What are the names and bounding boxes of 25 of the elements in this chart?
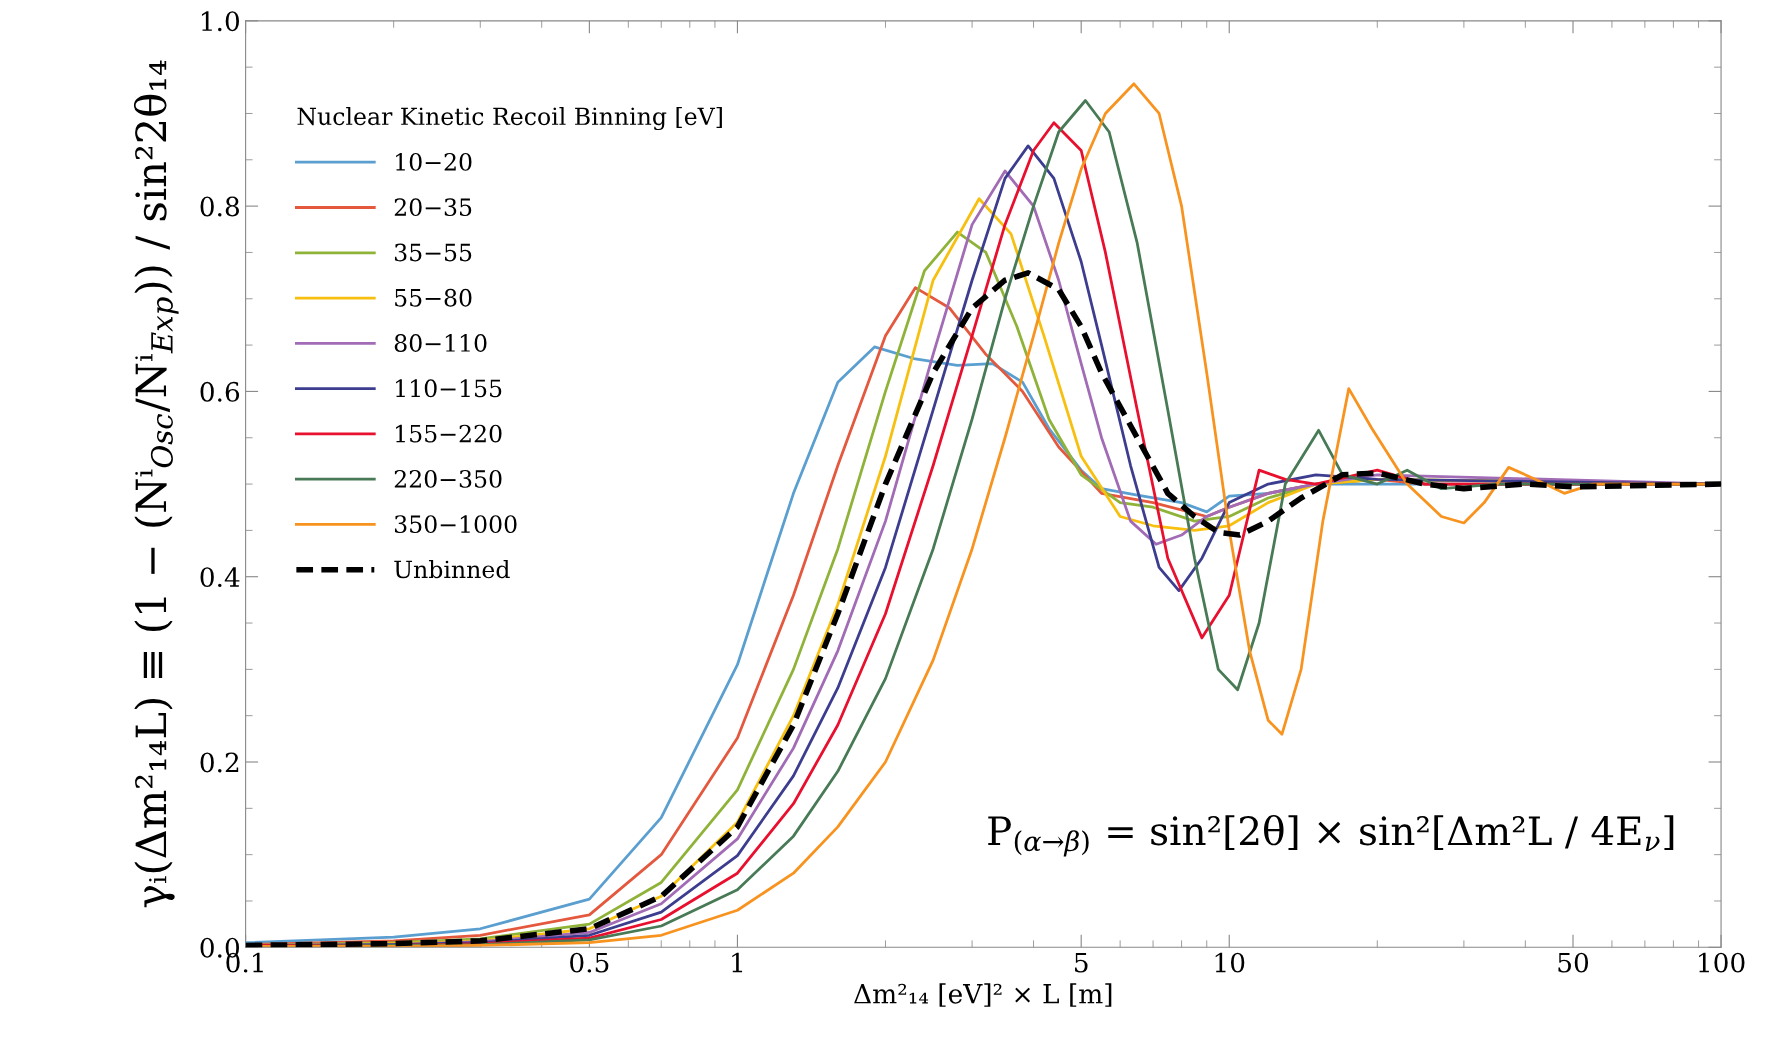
x-axis-title: Δm²₁₄ [eV]² × L [m] — [854, 983, 1112, 1007]
annotation: P$_{(α→β)}$ = sin²[2θ] × sin²[Δm²L / 4E$_{ν}$] — [988, 814, 1674, 857]
x-tick-label: 0.5 — [570, 952, 609, 973]
legend-label: 80−110 — [394, 334, 487, 352]
x-tick-label: 50 — [1558, 952, 1589, 973]
legend-label: Unbinned — [394, 560, 510, 579]
legend-label: 35−55 — [394, 243, 472, 262]
legend-label: 20−35 — [394, 198, 472, 217]
y-tick-label: 0.8 — [200, 196, 239, 217]
x-tick-label: 1 — [732, 952, 743, 973]
x-tick-label: 5 — [1075, 952, 1088, 973]
y-tick-label: 0.4 — [200, 567, 240, 588]
legend-title: Nuclear Kinetic Recoil Binning [eV] — [297, 106, 722, 131]
legend-label: 110−155 — [396, 379, 502, 398]
x-tick-label: 100 — [1699, 952, 1745, 973]
legend-label: 350−1000 — [394, 515, 517, 534]
legend-label: 220−350 — [394, 469, 502, 488]
x-tick-label: 10 — [1215, 952, 1245, 973]
y-axis-title: γᵢ(Δm²₁₄L) ≡ (1 − (Nⁱ$_{Osc}$/Nⁱ$_{Exp}$)) / sin²2θ₁₄ — [133, 60, 179, 908]
legend-label: 10−20 — [396, 152, 472, 171]
y-tick-label: 0.6 — [200, 381, 240, 402]
y-tick-label: 1.0 — [202, 11, 239, 32]
legend-label: 55−80 — [395, 288, 472, 307]
y-tick-label: 0.2 — [200, 752, 239, 773]
legend-label: 155−220 — [396, 424, 502, 443]
